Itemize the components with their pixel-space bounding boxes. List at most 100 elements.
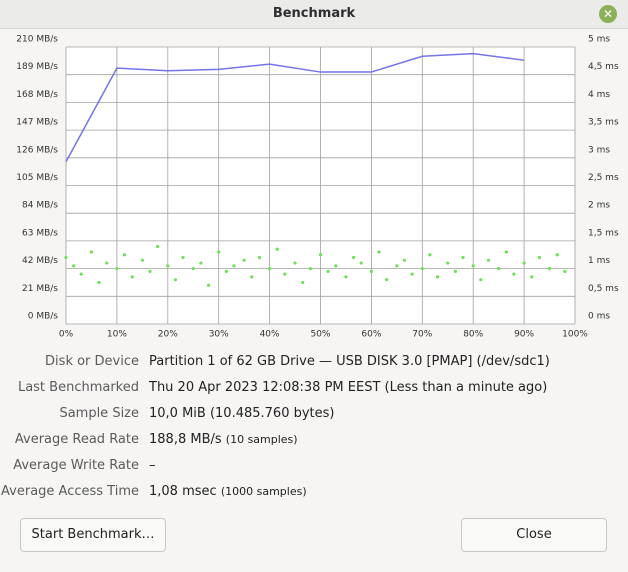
x-tick-label: 40% xyxy=(260,330,280,340)
y2-tick-label: 2 ms xyxy=(588,201,610,211)
access-time-point xyxy=(232,264,236,268)
x-tick-label: 80% xyxy=(463,330,483,340)
x-tick-label: 0% xyxy=(59,330,74,340)
info-row: Average Access Time 1,08 msec (1000 sampl… xyxy=(0,482,628,502)
y2-tick-label: 2,5 ms xyxy=(588,173,619,183)
info-row: Sample Size 10,0 MiB (10.485.760 bytes) xyxy=(0,404,628,424)
y2-tick-label: 3,5 ms xyxy=(588,118,619,128)
chart: 0 MB/s 21 MB/s 42 MB/s 63 MB/s 84 MB/s 105 MB… xyxy=(16,35,619,340)
access-time-point xyxy=(334,264,338,268)
start-benchmark-button[interactable]: Start Benchmark… xyxy=(20,518,166,552)
y-tick-label: 168 MB/s xyxy=(16,90,58,100)
access-time-point xyxy=(89,250,94,254)
info-row: Last Benchmarked Thu 20 Apr 2023 12:08:38… xyxy=(0,378,628,398)
y-tick-label: 84 MB/s xyxy=(22,201,58,211)
access-time-point xyxy=(497,267,501,271)
access-time-point xyxy=(130,275,134,279)
access-time-point xyxy=(224,269,228,273)
x-tick-label: 30% xyxy=(209,330,229,340)
info-value: Thu 20 Apr 2023 12:08:38 PM EEST (Less t… xyxy=(149,380,548,395)
access-time-point xyxy=(72,264,76,268)
y2-tick-label: 4 ms xyxy=(588,90,610,100)
y-tick-label: 147 MB/s xyxy=(16,118,58,128)
access-time-point xyxy=(547,267,552,271)
access-time-point xyxy=(283,272,287,276)
x-tick-label: 60% xyxy=(361,330,381,340)
info-label: Average Write Rate xyxy=(13,458,139,473)
read-rate-line xyxy=(65,52,525,163)
access-time-point xyxy=(428,253,432,257)
x-tick-label: 50% xyxy=(310,330,330,340)
y2-tick-label: 0 ms xyxy=(588,312,610,322)
access-time-point xyxy=(156,244,160,249)
access-time-point xyxy=(217,250,221,254)
access-time-point xyxy=(461,255,465,260)
title-bar: Benchmark xyxy=(0,0,628,29)
access-time-point xyxy=(97,280,101,285)
access-time-point xyxy=(250,275,254,279)
info-value: Partition 1 of 62 GB Drive — USB DISK 3.… xyxy=(149,354,550,369)
window-title: Benchmark xyxy=(272,6,356,21)
access-time-point xyxy=(410,272,414,276)
access-time-point xyxy=(563,269,567,273)
y-tick-label: 105 MB/s xyxy=(16,173,58,183)
access-time-point xyxy=(326,269,330,273)
access-time-point xyxy=(318,253,323,257)
y-tick-label: 210 MB/s xyxy=(16,35,58,45)
y-tick-label: 189 MB/s xyxy=(16,62,58,72)
y2-tick-label: 4,5 ms xyxy=(588,62,619,72)
access-time-point xyxy=(301,280,305,285)
access-time-point xyxy=(530,275,534,279)
access-time-point xyxy=(293,261,297,265)
access-time-point xyxy=(140,258,144,262)
access-time-point xyxy=(471,264,475,268)
info-value: 188,8 MB/s (10 samples) xyxy=(149,430,298,450)
access-time-point xyxy=(504,250,508,254)
x-tick-label: 70% xyxy=(412,330,432,340)
access-time-point xyxy=(435,275,440,279)
info-value: 10,0 MiB (10.485.760 bytes) xyxy=(149,406,335,421)
access-time-point xyxy=(191,267,195,271)
window-close[interactable]: ✕ xyxy=(599,5,617,23)
info-note: (1000 samples) xyxy=(220,485,307,498)
info-label: Average Read Rate xyxy=(14,432,139,447)
x-tick-label: 100% xyxy=(562,330,588,340)
access-time-point xyxy=(181,255,185,260)
access-time-point xyxy=(359,261,363,265)
access-time-point xyxy=(173,278,178,282)
close-button[interactable]: Close xyxy=(461,518,607,552)
y-tick-label: 0 MB/s xyxy=(28,312,59,322)
x-tick-label: 90% xyxy=(514,330,534,340)
access-time-point xyxy=(512,272,516,276)
access-time-point xyxy=(64,255,68,260)
access-time-point xyxy=(522,261,526,265)
y2-tick-label: 5 ms xyxy=(588,35,610,45)
info-label: Disk or Device xyxy=(45,354,139,369)
access-time-point xyxy=(385,278,389,282)
access-time-point xyxy=(395,264,399,268)
access-time-point xyxy=(148,269,152,273)
y-tick-label: 63 MB/s xyxy=(22,228,58,238)
access-time-point xyxy=(453,269,457,273)
info-row: Average Write Rate – xyxy=(0,456,628,476)
access-time-point xyxy=(122,253,127,257)
access-time-point xyxy=(308,267,312,271)
y-tick-label: 126 MB/s xyxy=(16,145,58,155)
access-time-point xyxy=(199,261,203,265)
access-time-point xyxy=(257,255,262,260)
info-label: Last Benchmarked xyxy=(17,380,139,395)
y-tick-label: 42 MB/s xyxy=(22,256,58,266)
info-value: – xyxy=(149,458,156,473)
y2-tick-label: 0,5 ms xyxy=(588,284,619,294)
access-time-point xyxy=(402,258,407,262)
access-time-point xyxy=(446,261,450,265)
access-time-point xyxy=(105,261,109,265)
access-time-point xyxy=(242,258,246,262)
access-time-point xyxy=(79,272,83,276)
x-tick-label: 10% xyxy=(107,330,127,340)
access-time-point xyxy=(369,269,373,273)
access-time-point xyxy=(275,247,279,251)
access-time-point xyxy=(479,278,483,282)
info-value-text: 1,08 msec xyxy=(149,484,217,499)
